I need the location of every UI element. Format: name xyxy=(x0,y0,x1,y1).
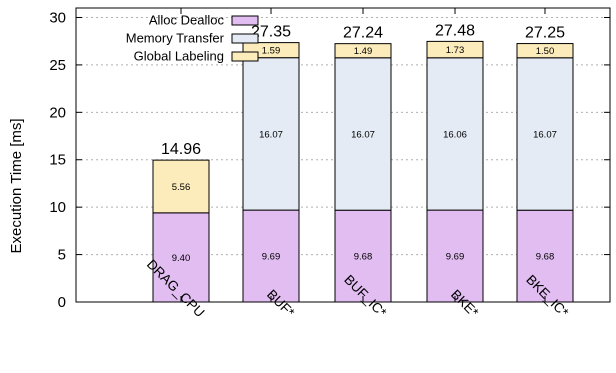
segment-label-1-0: 9.69 xyxy=(262,252,281,263)
segment-label-0-0: 9.40 xyxy=(172,253,191,264)
segment-label-0-2: 5.56 xyxy=(172,182,191,193)
total-label-0: 14.96 xyxy=(161,141,201,158)
segment-label-3-1: 16.06 xyxy=(443,129,467,140)
bar-0-seg-0 xyxy=(152,212,210,303)
bar-2-seg-1 xyxy=(334,57,392,211)
bar-3-seg-0 xyxy=(426,209,484,303)
y-tick-label-6: 30 xyxy=(49,9,66,26)
legend: Alloc Dealloc Memory Transfer Global Label… xyxy=(126,13,259,64)
legend-swatch-0 xyxy=(231,15,259,26)
bar-2-seg-2 xyxy=(334,43,392,59)
segment-label-3-2: 1.73 xyxy=(446,45,465,56)
segment-label-1-1: 16.07 xyxy=(259,129,283,140)
legend-swatch-1 xyxy=(231,33,259,44)
total-label-1: 27.35 xyxy=(251,24,291,41)
bar-1-seg-1 xyxy=(242,57,300,211)
legend-label-2: Global Labeling xyxy=(134,49,224,64)
total-label-2: 27.24 xyxy=(343,25,383,42)
y-tick-label-2: 10 xyxy=(49,199,66,216)
total-label-4: 27.25 xyxy=(525,25,565,42)
segment-label-4-0: 9.68 xyxy=(536,252,555,263)
legend-label-0: Alloc Dealloc xyxy=(149,13,225,28)
bar-4-seg-2 xyxy=(516,43,574,59)
segment-label-2-0: 9.68 xyxy=(354,252,373,263)
legend-swatch-2 xyxy=(231,51,259,62)
bar-3-seg-2 xyxy=(426,40,484,59)
y-tick-label-4: 20 xyxy=(49,104,66,121)
y-tick-label-5: 25 xyxy=(49,57,66,74)
y-tick-label-1: 5 xyxy=(58,247,66,264)
y-tick-label-3: 15 xyxy=(49,152,66,169)
bar-0-seg-2 xyxy=(152,159,210,214)
y-axis-label: Execution Time [ms] xyxy=(8,118,25,253)
segment-label-4-1: 16.07 xyxy=(533,129,557,140)
bar-4-seg-1 xyxy=(516,57,574,211)
total-label-3: 27.48 xyxy=(435,22,475,39)
segment-label-3-0: 9.69 xyxy=(446,252,465,263)
segment-label-2-2: 1.49 xyxy=(354,46,373,57)
legend-label-1: Memory Transfer xyxy=(126,31,225,46)
segment-label-4-2: 1.50 xyxy=(536,46,555,57)
plot-frame xyxy=(75,7,611,303)
segment-label-2-1: 16.07 xyxy=(351,129,375,140)
bar-4-seg-0 xyxy=(516,209,574,303)
bars-layer: 9.40 5.56 14.96 9.69 16.07 1.59 27.35 9.68 16.07… xyxy=(152,22,574,303)
bar-1-seg-0 xyxy=(242,209,300,303)
segment-label-1-2: 1.59 xyxy=(262,46,281,57)
y-tick-label-0: 0 xyxy=(58,294,66,311)
